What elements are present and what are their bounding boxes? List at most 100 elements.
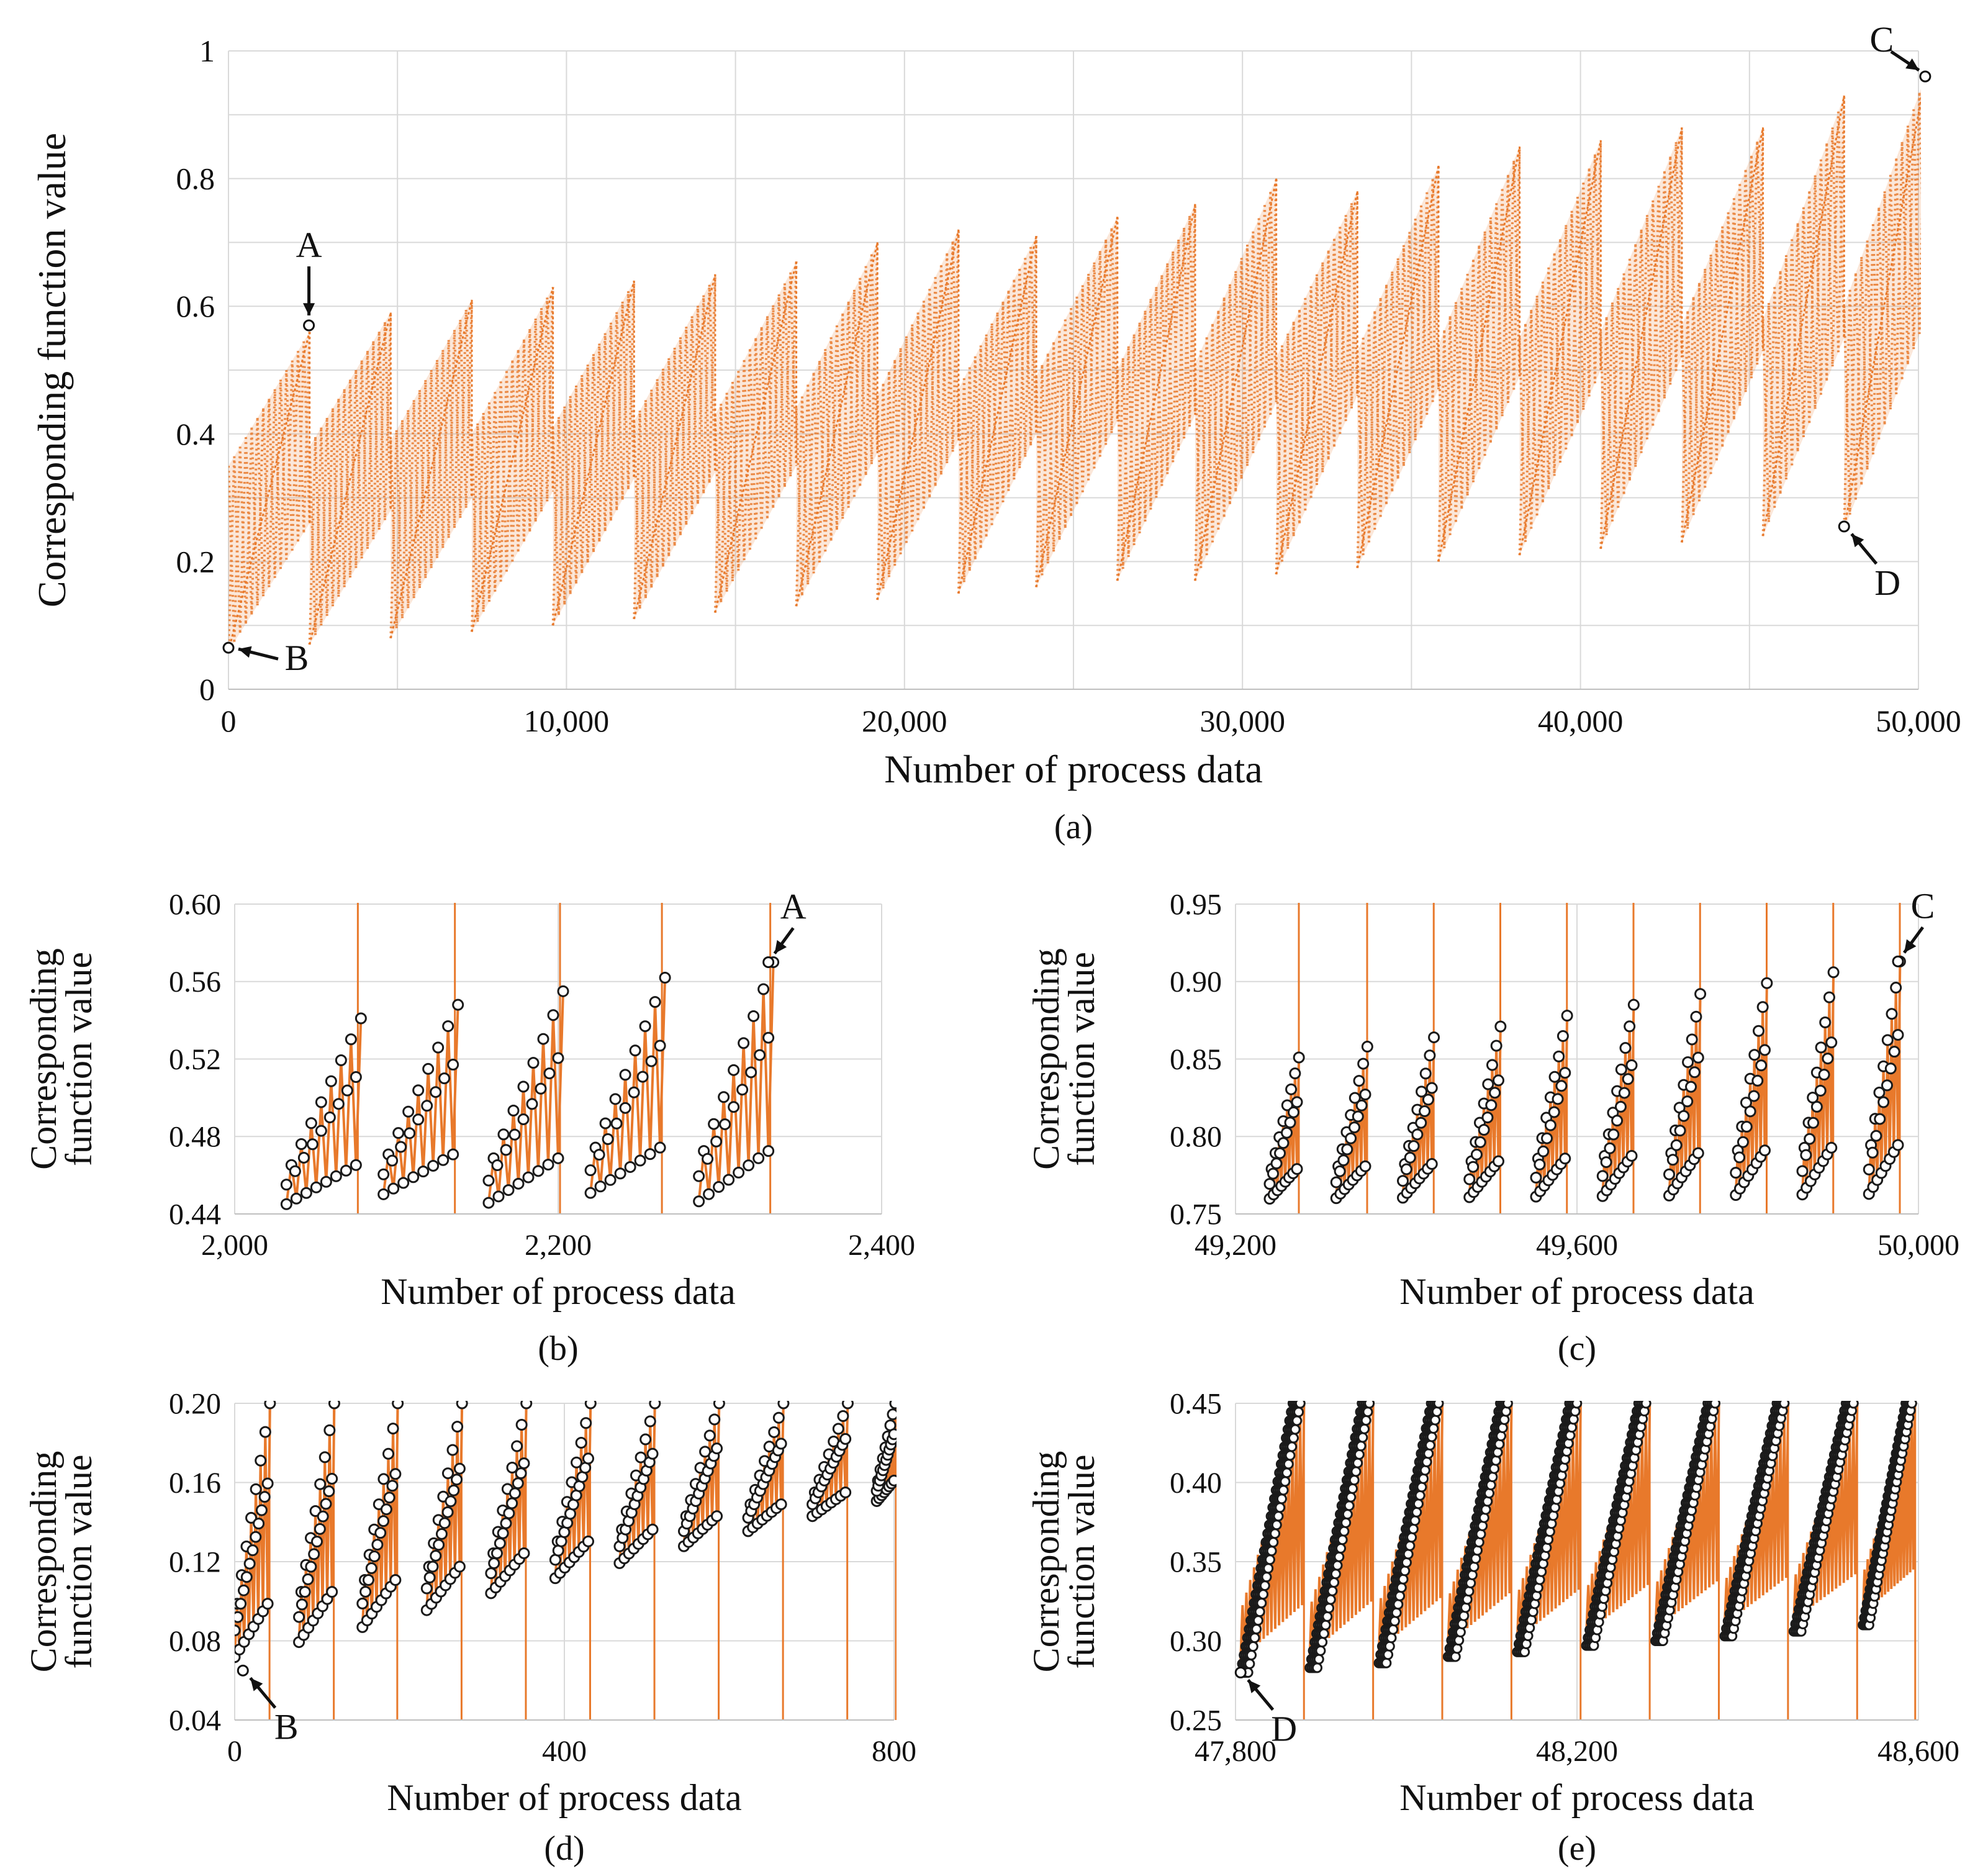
- data-point: [320, 1498, 332, 1510]
- data-point: [1486, 1059, 1498, 1071]
- data-point: [389, 1468, 402, 1480]
- annotation-arrowhead: [238, 646, 252, 658]
- data-point: [1690, 1010, 1702, 1023]
- annotation-b: B: [222, 638, 309, 678]
- data-point: [639, 1020, 651, 1033]
- data-point: [1692, 1051, 1704, 1064]
- data-point: [1422, 1093, 1434, 1106]
- data-point: [745, 1066, 757, 1079]
- data-point: [593, 1149, 605, 1161]
- data-point: [1873, 1086, 1886, 1098]
- data-point: [543, 1067, 556, 1080]
- data-point: [1258, 1589, 1269, 1600]
- data-point: [1425, 1082, 1438, 1094]
- cycle-ramp: [714, 261, 798, 613]
- panel-c: 0.75 0.80 0.85 0.90 0.95 49,200 49,600 50,000 Nu…: [1026, 885, 1959, 1368]
- data-point: [264, 1401, 276, 1410]
- data-point: [1618, 1087, 1630, 1099]
- data-point: [719, 1118, 731, 1131]
- data-point: [1344, 1500, 1355, 1511]
- annotation-arrowhead: [302, 303, 315, 316]
- data-point: [703, 1429, 716, 1442]
- data-point: [1291, 1096, 1303, 1108]
- data-point: [1688, 1066, 1701, 1079]
- y-tick-label: 0.04: [169, 1704, 221, 1737]
- data-point: [1409, 1515, 1421, 1526]
- data-point: [1460, 1602, 1471, 1613]
- cycle-ramp: [309, 312, 392, 645]
- data-point: [1357, 1432, 1368, 1443]
- data-point: [1330, 1568, 1341, 1580]
- x-tick-label: 800: [872, 1735, 916, 1768]
- y-tick-label: 0.56: [169, 966, 221, 998]
- data-point: [1892, 1029, 1904, 1041]
- y-tick-label: 0.25: [1170, 1704, 1222, 1737]
- data-point: [335, 1054, 347, 1067]
- data-point: [1625, 1149, 1638, 1162]
- data-point: [1611, 1115, 1624, 1127]
- data-point: [1294, 1401, 1306, 1409]
- annotation-label: C: [1870, 19, 1894, 60]
- y-tick-label: 0.08: [169, 1625, 221, 1658]
- cycle-strands: [1275, 191, 1359, 575]
- data-point: [280, 1179, 292, 1191]
- cycle-ramp: [633, 274, 716, 620]
- data-point: [636, 1071, 649, 1083]
- data-point: [708, 1413, 721, 1426]
- data-point: [1421, 1456, 1432, 1467]
- data-point: [1881, 1079, 1893, 1092]
- data-point: [1359, 1423, 1370, 1434]
- data-point: [500, 1144, 512, 1156]
- data-point: [302, 1573, 314, 1585]
- cycle-ramp: [1275, 191, 1358, 575]
- annotation-arrowhead: [774, 939, 787, 954]
- data-point: [693, 1170, 705, 1182]
- data-point: [1335, 1543, 1347, 1554]
- data-point: [1494, 1439, 1505, 1450]
- data-point: [1339, 1526, 1350, 1537]
- data-point: [1827, 966, 1840, 979]
- data-point: [451, 1421, 464, 1433]
- data-point: [634, 1154, 646, 1167]
- data-point: [1268, 1537, 1279, 1548]
- data-point: [300, 1187, 312, 1199]
- data-point: [445, 1495, 457, 1508]
- data-point: [1472, 1545, 1483, 1556]
- data-point: [1381, 1657, 1392, 1668]
- data-point: [511, 1440, 523, 1452]
- cycle-strands: [1437, 147, 1521, 562]
- data-point: [1293, 1051, 1305, 1064]
- data-point: [1340, 1517, 1352, 1528]
- data-point: [772, 1411, 785, 1424]
- x-axis-label: Number of process data: [1399, 1271, 1754, 1312]
- data-point: [552, 1052, 564, 1064]
- data-point: [512, 1477, 524, 1490]
- y-tick-label: 0.60: [169, 888, 221, 921]
- data-point: [433, 1539, 445, 1551]
- data-point: [1877, 1096, 1890, 1108]
- data-point: [1463, 1173, 1476, 1185]
- data-point: [1663, 1168, 1675, 1180]
- data-point: [377, 1188, 390, 1200]
- data-point: [438, 1072, 451, 1085]
- data-point: [422, 1062, 435, 1075]
- series-group: [280, 903, 780, 1214]
- data-point: [1600, 1156, 1612, 1169]
- data-point: [1457, 1618, 1468, 1629]
- x-tick-label: 400: [542, 1735, 587, 1768]
- data-point: [1740, 1121, 1753, 1133]
- data-point: [1804, 1133, 1816, 1145]
- x-axis-label: Number of process data: [1399, 1777, 1754, 1818]
- data-point: [580, 1417, 592, 1429]
- data-point: [365, 1562, 377, 1575]
- data-point: [397, 1177, 410, 1189]
- panel-label: (a): [1054, 808, 1093, 846]
- series-line: [697, 962, 775, 1202]
- data-point: [259, 1426, 271, 1438]
- data-point: [1807, 1116, 1820, 1129]
- data-point: [1353, 1449, 1365, 1460]
- data-point: [1686, 1033, 1698, 1046]
- data-point: [492, 1190, 505, 1203]
- data-point: [1277, 1137, 1290, 1149]
